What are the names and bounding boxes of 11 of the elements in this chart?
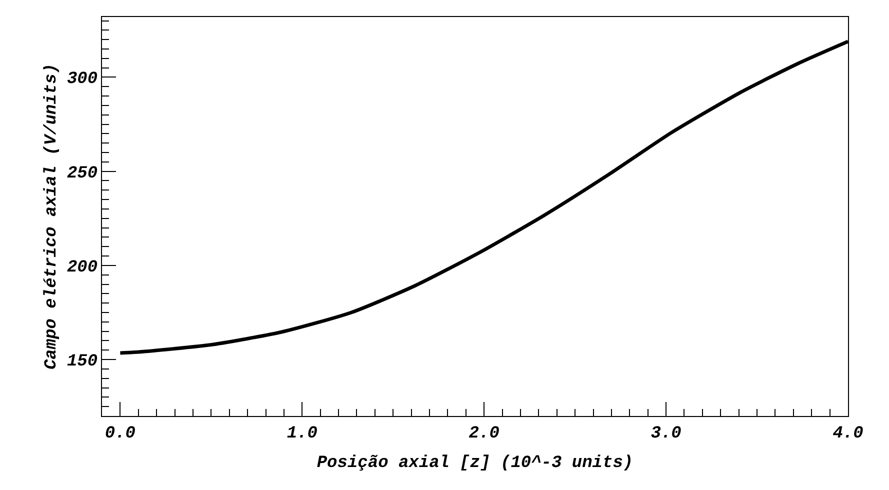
y-tick-label: 250 (66, 164, 98, 184)
y-tick-label: 300 (66, 70, 98, 90)
x-tick-label: 4.0 (832, 424, 864, 444)
y-tick-label: 200 (66, 258, 98, 278)
y-tick-label: 150 (66, 352, 98, 372)
y-axis-title: Campo elétrico axial (V/units) (42, 63, 62, 370)
x-tick-label: 2.0 (468, 424, 500, 444)
x-tick-label: 3.0 (650, 424, 682, 444)
x-tick-label: 1.0 (286, 424, 318, 444)
x-axis-title: Posição axial [z] (10^-3 units) (316, 454, 634, 473)
x-tick-label: 0.0 (104, 424, 136, 444)
